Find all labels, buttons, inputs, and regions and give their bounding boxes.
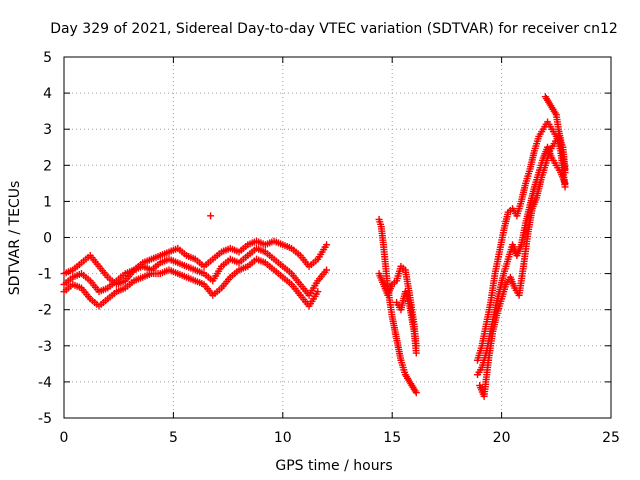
data-point	[561, 179, 569, 187]
x-tick-label: 10	[274, 430, 292, 446]
data-points	[60, 93, 569, 400]
x-tick-label: 0	[60, 430, 69, 446]
y-tick-label: -2	[38, 303, 52, 319]
x-tick-label: 25	[602, 430, 620, 446]
grid-lines	[64, 57, 611, 418]
data-point	[207, 212, 215, 220]
x-tick-label: 15	[383, 430, 401, 446]
data-point	[323, 241, 331, 249]
data-point	[412, 349, 420, 357]
y-tick-label: 4	[43, 86, 52, 102]
x-tick-label: 20	[493, 430, 511, 446]
data-point	[314, 288, 322, 296]
y-tick-label: -4	[38, 375, 52, 391]
x-tick-labels: 0 5 10 15 20 25	[60, 430, 620, 446]
y-tick-label: 0	[43, 231, 52, 247]
y-tick-label: 1	[43, 194, 52, 210]
x-axis-title: GPS time / hours	[275, 458, 392, 474]
y-tick-label: 3	[43, 122, 52, 138]
y-tick-label: 2	[43, 158, 52, 174]
y-tick-label: -5	[38, 411, 52, 427]
data-point	[561, 169, 569, 177]
y-tick-labels: -5 -4 -3 -2 -1 0 1 2 3 4 5	[38, 50, 52, 427]
chart-title: Day 329 of 2021, Sidereal Day-to-day VTE…	[50, 21, 618, 37]
x-tick-label: 5	[169, 430, 178, 446]
y-axis-title: SDTVAR / TECUs	[7, 181, 23, 296]
axis-ticks	[63, 56, 612, 419]
data-point	[412, 389, 420, 397]
y-tick-label: -1	[38, 267, 52, 283]
data-point	[323, 266, 331, 274]
y-tick-label: 5	[43, 50, 52, 66]
y-tick-label: -3	[38, 339, 52, 355]
